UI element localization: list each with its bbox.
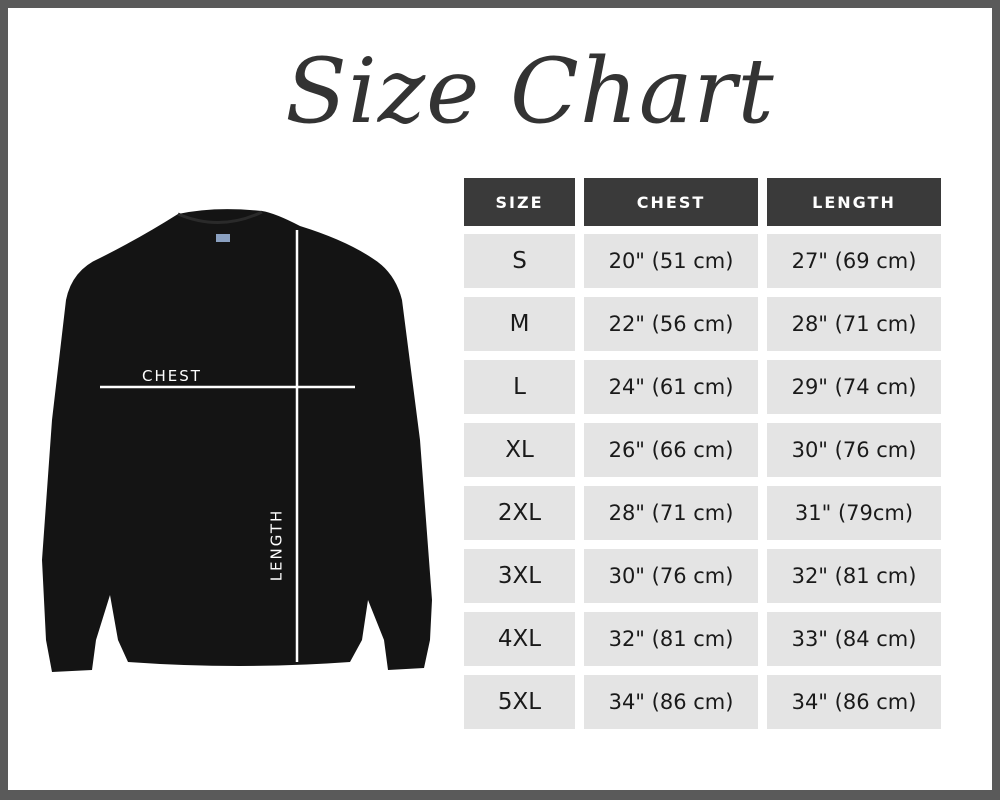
length-cell: 27" (69 cm) bbox=[767, 234, 941, 288]
size-cell: 5XL bbox=[464, 675, 575, 729]
size-cell: 3XL bbox=[464, 549, 575, 603]
length-cell: 34" (86 cm) bbox=[767, 675, 941, 729]
length-cell: 32" (81 cm) bbox=[767, 549, 941, 603]
size-cell: 2XL bbox=[464, 486, 575, 540]
chest-label: CHEST bbox=[142, 367, 202, 385]
size-cell: XL bbox=[464, 423, 575, 477]
size-cell: M bbox=[464, 297, 575, 351]
length-cell: 33" (84 cm) bbox=[767, 612, 941, 666]
sweatshirt-diagram bbox=[42, 209, 432, 673]
chest-cell: 20" (51 cm) bbox=[584, 234, 758, 288]
size-cell: L bbox=[464, 360, 575, 414]
chest-cell: 28" (71 cm) bbox=[584, 486, 758, 540]
sweatshirt-body bbox=[42, 209, 432, 673]
neck-tag-icon bbox=[216, 234, 230, 242]
chest-cell: 22" (56 cm) bbox=[584, 297, 758, 351]
length-cell: 29" (74 cm) bbox=[767, 360, 941, 414]
header-chest: CHEST bbox=[584, 178, 758, 226]
size-cell: 4XL bbox=[464, 612, 575, 666]
header-length: LENGTH bbox=[767, 178, 941, 226]
length-label: LENGTH bbox=[267, 508, 286, 582]
chest-cell: 24" (61 cm) bbox=[584, 360, 758, 414]
size-cell: S bbox=[464, 234, 575, 288]
collar bbox=[177, 210, 263, 224]
length-cell: 28" (71 cm) bbox=[767, 297, 941, 351]
chest-cell: 32" (81 cm) bbox=[584, 612, 758, 666]
chest-cell: 34" (86 cm) bbox=[584, 675, 758, 729]
page-title: Size Chart bbox=[285, 39, 775, 144]
length-cell: 30" (76 cm) bbox=[767, 423, 941, 477]
header-size: SIZE bbox=[464, 178, 575, 226]
length-cell: 31" (79cm) bbox=[767, 486, 941, 540]
chest-cell: 26" (66 cm) bbox=[584, 423, 758, 477]
chest-cell: 30" (76 cm) bbox=[584, 549, 758, 603]
